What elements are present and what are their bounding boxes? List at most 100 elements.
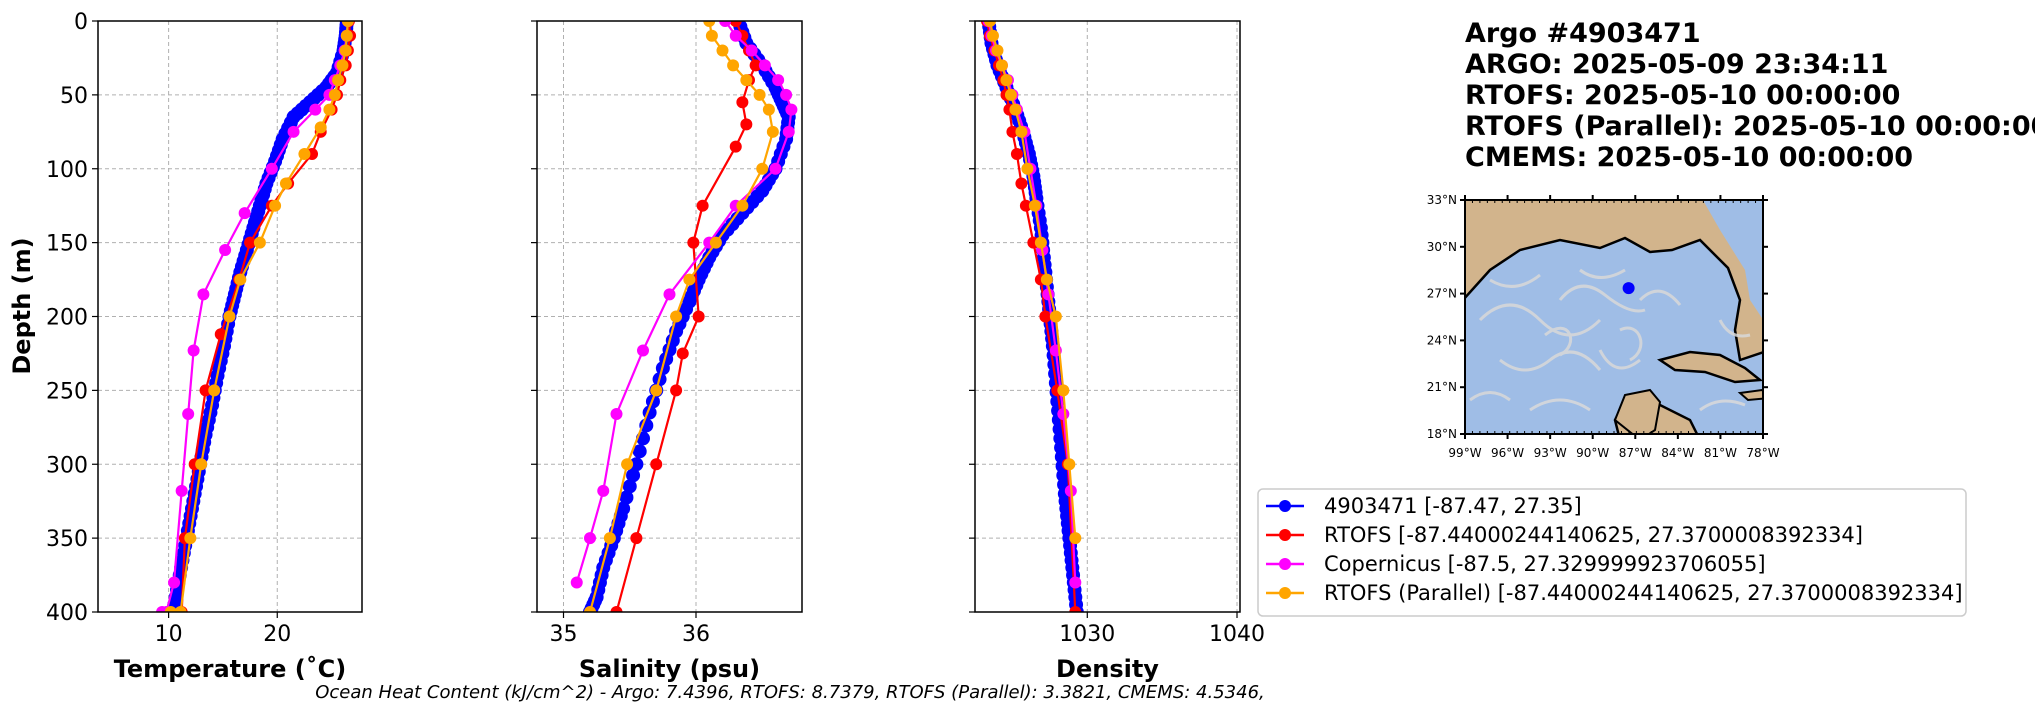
point-argo	[183, 508, 198, 523]
point-rtofs-parallel	[983, 21, 996, 27]
point-rtofs	[610, 606, 623, 612]
point-rtofs	[214, 328, 227, 341]
x-axis-label: Salinity (psu)	[579, 655, 760, 683]
legend-marker	[1279, 500, 1291, 512]
y-tick-label: 150	[46, 232, 88, 257]
title-line-argo-time: ARGO: 2025-05-09 23:34:11	[1465, 49, 1888, 80]
point-rtofs-parallel	[762, 103, 775, 116]
point-rtofs-parallel	[603, 532, 616, 545]
point-rtofs-parallel	[716, 44, 729, 57]
map-lon-label: 90°W	[1576, 446, 1609, 460]
point-rtofs-parallel	[703, 21, 716, 27]
point-rtofs	[740, 118, 753, 131]
point-rtofs-parallel	[1028, 199, 1041, 212]
point-copernicus	[265, 162, 278, 175]
map-lon-label: 99°W	[1448, 446, 1481, 460]
point-rtofs-parallel	[991, 44, 1004, 57]
point-argo	[758, 178, 773, 193]
map-lon-label: 78°W	[1746, 446, 1779, 460]
hispaniola-island	[1737, 388, 1763, 402]
point-rtofs	[696, 199, 709, 212]
point-copernicus	[168, 576, 181, 589]
title-line-cmems-time: CMEMS: 2025-05-10 00:00:00	[1465, 142, 1913, 173]
point-copernicus	[309, 103, 322, 116]
point-rtofs-parallel	[705, 29, 718, 42]
map-lat-label: 30°N	[1427, 240, 1457, 254]
legend-label: RTOFS (Parallel) [-87.44000244140625, 27…	[1324, 581, 1963, 605]
legend-item-rtofs-parallel: RTOFS (Parallel) [-87.44000244140625, 27…	[1266, 581, 1963, 605]
x-tick-label: 1030	[1059, 622, 1115, 647]
point-rtofs-parallel	[1049, 310, 1062, 323]
streamline	[1529, 398, 1591, 412]
map-ticks: 33°N 30°N 27°N 24°N 21°N 18°N 99°W 96°W 93°W 90°W…	[1427, 193, 1780, 460]
point-rtofs-parallel	[1040, 273, 1053, 286]
point-rtofs-parallel	[328, 88, 341, 101]
point-rtofs-parallel	[756, 162, 769, 175]
point-rtofs-parallel	[1063, 458, 1076, 471]
point-argo	[632, 444, 647, 459]
legend-marker	[1279, 587, 1291, 599]
point-argo	[254, 193, 269, 208]
point-rtofs-parallel	[753, 88, 766, 101]
point-argo	[622, 479, 637, 494]
point-argo	[619, 490, 634, 505]
legend: 4903471 [-87.47, 27.35] RTOFS [-87.440002…	[1257, 488, 1967, 617]
title-block: Argo #4903471 ARGO: 2025-05-09 23:34:11 …	[1465, 18, 2035, 173]
point-copernicus	[1057, 408, 1070, 421]
y-tick-label: 50	[60, 84, 88, 109]
gulf-of-mexico-ocean	[1465, 236, 1763, 434]
point-rtofs	[1006, 125, 1019, 138]
point-rtofs-parallel	[298, 147, 311, 160]
point-copernicus	[785, 103, 798, 116]
map-lon-label: 93°W	[1534, 446, 1567, 460]
point-rtofs-parallel	[184, 532, 197, 545]
map-lon-label: 87°W	[1619, 446, 1652, 460]
point-rtofs-parallel	[740, 74, 753, 87]
y-tick-label: 250	[46, 379, 88, 404]
x-tick-label: 10	[155, 622, 183, 647]
legend-marker	[1279, 558, 1291, 570]
point-rtofs-parallel	[339, 44, 352, 57]
series-group	[156, 21, 357, 612]
panel-1: 0 50 100 150 200 250 300 350 400 10 20 Temperature …	[46, 10, 363, 683]
point-rtofs-parallel	[323, 103, 336, 116]
point-rtofs-parallel	[314, 121, 327, 134]
point-rtofs	[736, 96, 749, 109]
point-copernicus	[197, 288, 210, 301]
point-copernicus	[610, 408, 623, 421]
point-rtofs	[244, 236, 257, 249]
streamline	[1718, 319, 1751, 338]
point-copernicus	[182, 408, 195, 421]
depth-axis-label: Depth (m)	[8, 237, 36, 374]
point-copernicus	[772, 74, 785, 87]
point-copernicus	[570, 576, 583, 589]
point-rtofs	[650, 458, 663, 471]
map-lat-label: 24°N	[1427, 333, 1457, 347]
point-copernicus	[769, 162, 782, 175]
point-argo	[629, 457, 644, 472]
point-rtofs	[1015, 177, 1028, 190]
streamline	[1478, 303, 1602, 337]
map-lat-label: 21°N	[1427, 380, 1457, 394]
point-rtofs-parallel	[1000, 74, 1013, 87]
point-rtofs-parallel	[650, 384, 663, 397]
streamline	[1579, 268, 1626, 279]
point-rtofs-parallel	[736, 199, 749, 212]
point-argo	[684, 289, 699, 304]
point-rtofs	[729, 21, 742, 27]
y-tick-label: 400	[46, 601, 88, 626]
streamline	[1544, 326, 1573, 357]
legend-marker	[1279, 529, 1291, 541]
streamline	[1699, 399, 1746, 412]
location-map: 33°N 30°N 27°N 24°N 21°N 18°N 99°W 96°W 93°W 90°W…	[1427, 193, 1780, 460]
point-rtofs-parallel	[986, 29, 999, 42]
streamline	[1469, 391, 1511, 402]
point-rtofs	[729, 140, 742, 153]
streamline	[1558, 284, 1646, 313]
point-rtofs-parallel	[584, 606, 596, 612]
y-tick-label: 100	[46, 158, 88, 183]
legend-label: RTOFS [-87.44000244140625, 27.3700008392…	[1324, 523, 1863, 547]
point-rtofs-parallel	[766, 125, 779, 138]
x-tick-label: 35	[550, 622, 578, 647]
x-tick-label: 36	[682, 622, 710, 647]
